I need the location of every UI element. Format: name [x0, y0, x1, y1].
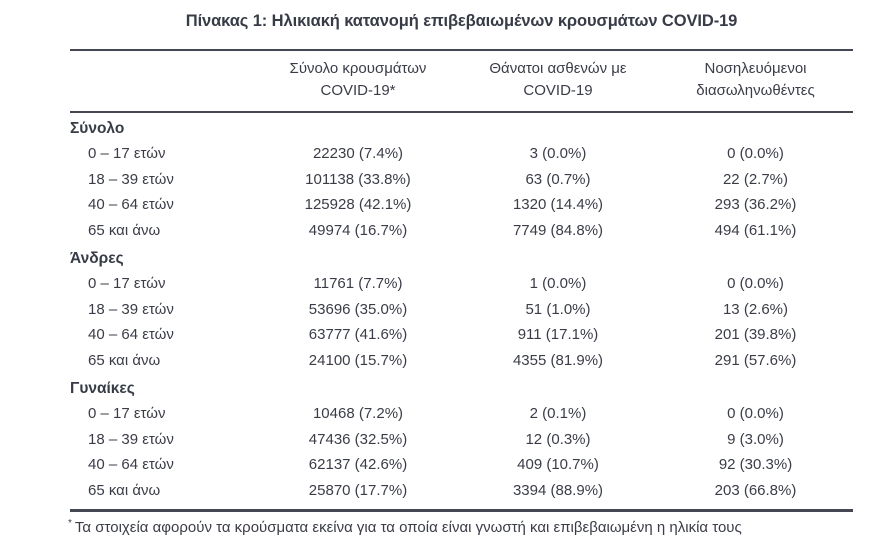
table-row: 40 – 64 ετών 125928 (42.1%) 1320 (14.4%)… — [70, 192, 853, 218]
age-group-label: 18 – 39 ετών — [88, 170, 174, 188]
age-group-label: 40 – 64 ετών — [88, 456, 174, 474]
deaths-value: 911 (17.1%) — [517, 326, 599, 344]
deaths-value: 1 (0.0%) — [529, 275, 587, 293]
table-row: 18 – 39 ετών 101138 (33.8%) 63 (0.7%) 22… — [70, 167, 853, 193]
cases-value: 47436 (32.5%) — [308, 430, 408, 448]
table-row: 40 – 64 ετών 63777 (41.6%) 911 (17.1%) 2… — [70, 322, 853, 348]
intubated-value: 201 (39.8%) — [714, 326, 797, 344]
intubated-value: 9 (3.0%) — [727, 430, 784, 448]
table-row: 0 – 17 ετών 22230 (7.4%) 3 (0.0%) 0 (0.0… — [70, 141, 853, 167]
intubated-value: 0 (0.0%) — [727, 145, 784, 163]
cases-value: 10468 (7.2%) — [312, 405, 404, 423]
age-group-label: 40 – 64 ετών — [88, 196, 174, 214]
table-row: 65 και άνω 24100 (15.7%) 4355 (81.9%) 29… — [70, 348, 853, 374]
intubated-value: 293 (36.2%) — [714, 196, 797, 214]
age-group-label: 65 και άνω — [88, 351, 161, 369]
intubated-value: 0 (0.0%) — [727, 275, 784, 293]
table-header: Σύνολο κρουσμάτων COVID-19* Θάνατοι ασθε… — [70, 49, 853, 111]
footnote-marker: * — [68, 518, 72, 529]
deaths-value: 409 (10.7%) — [517, 456, 599, 474]
section-label-total: Σύνολο — [70, 120, 125, 137]
table-row: 40 – 64 ετών 62137 (42.6%) 409 (10.7%) 9… — [70, 452, 853, 478]
table-row: 65 και άνω 49974 (16.7%) 7749 (84.8%) 49… — [70, 218, 853, 244]
age-group-label: 65 και άνω — [88, 221, 161, 239]
table-row: 18 – 39 ετών 47436 (32.5%) 12 (0.3%) 9 (… — [70, 427, 853, 453]
cases-value: 63777 (41.6%) — [308, 326, 408, 344]
table-footnote: * Τα στοιχεία αφορούν τα κρούσματα εκείνα… — [68, 518, 880, 536]
deaths-value: 1320 (14.4%) — [512, 196, 604, 214]
section-label-men: Άνδρες — [70, 250, 124, 267]
header-deaths: Θάνατοι ασθενών με COVID-19 — [458, 58, 658, 102]
intubated-value: 13 (2.6%) — [722, 300, 789, 318]
cases-value: 125928 (42.1%) — [304, 196, 412, 214]
cases-value: 49974 (16.7%) — [308, 221, 408, 239]
header-intubated-line1: Νοσηλευόμενοι — [704, 60, 807, 77]
header-total-cases: Σύνολο κρουσμάτων COVID-19* — [258, 58, 458, 102]
age-group-label: 0 – 17 ετών — [88, 275, 166, 293]
cases-value: 22230 (7.4%) — [312, 145, 404, 163]
deaths-value: 3394 (88.9%) — [512, 481, 604, 499]
deaths-value: 63 (0.7%) — [525, 170, 591, 188]
age-group-label: 40 – 64 ετών — [88, 326, 174, 344]
table-title: Πίνακας 1: Ηλικιακή κατανομή επιβεβαιωμέ… — [185, 12, 738, 30]
section-label-women: Γυναίκες — [70, 380, 135, 397]
intubated-value: 291 (57.6%) — [714, 351, 797, 369]
age-group-label: 65 και άνω — [88, 481, 161, 499]
table-row: 0 – 17 ετών 11761 (7.7%) 1 (0.0%) 0 (0.0… — [70, 271, 853, 297]
cases-value: 24100 (15.7%) — [308, 351, 408, 369]
cases-value: 62137 (42.6%) — [308, 456, 408, 474]
footnote-text: Τα στοιχεία αφορούν τα κρούσματα εκείνα … — [74, 519, 742, 536]
cases-value: 11761 (7.7%) — [313, 275, 403, 293]
age-group-label: 18 – 39 ετών — [88, 430, 174, 448]
header-intubated: Νοσηλευόμενοι διασωληνωθέντες — [658, 58, 853, 102]
table-row: 65 και άνω 25870 (17.7%) 3394 (88.9%) 20… — [70, 478, 853, 504]
deaths-value: 2 (0.1%) — [529, 405, 587, 423]
intubated-value: 494 (61.1%) — [714, 221, 797, 239]
age-group-label: 0 – 17 ετών — [88, 405, 166, 423]
deaths-value: 51 (1.0%) — [525, 300, 591, 318]
deaths-value: 12 (0.3%) — [525, 430, 591, 448]
age-group-label: 0 – 17 ετών — [88, 145, 166, 163]
header-deaths-line1: Θάνατοι ασθενών με — [489, 60, 627, 77]
table-row: 0 – 17 ετών 10468 (7.2%) 2 (0.1%) 0 (0.0… — [70, 401, 853, 427]
age-group-label: 18 – 39 ετών — [88, 300, 174, 318]
table-row: 18 – 39 ετών 53696 (35.0%) 51 (1.0%) 13 … — [70, 297, 853, 323]
intubated-value: 203 (66.8%) — [714, 481, 797, 499]
header-intubated-line2: διασωληνωθέντες — [696, 82, 815, 99]
table-body: Σύνολο 0 – 17 ετών 22230 (7.4%) 3 (0.0%)… — [70, 111, 853, 509]
cases-value: 53696 (35.0%) — [308, 300, 408, 318]
deaths-value: 4355 (81.9%) — [512, 351, 604, 369]
covid-age-table: Σύνολο κρουσμάτων COVID-19* Θάνατοι ασθε… — [70, 49, 853, 512]
deaths-value: 3 (0.0%) — [529, 145, 587, 163]
intubated-value: 0 (0.0%) — [727, 405, 784, 423]
intubated-value: 22 (2.7%) — [722, 170, 789, 188]
header-deaths-line2: COVID-19 — [523, 82, 593, 99]
cases-value: 101138 (33.8%) — [305, 170, 411, 188]
header-total-cases-line2: COVID-19* — [320, 82, 396, 99]
header-total-cases-line1: Σύνολο κρουσμάτων — [289, 60, 427, 77]
intubated-value: 92 (30.3%) — [718, 456, 793, 474]
table-bottom-rule — [70, 509, 853, 512]
cases-value: 25870 (17.7%) — [308, 481, 408, 499]
deaths-value: 7749 (84.8%) — [512, 221, 604, 239]
